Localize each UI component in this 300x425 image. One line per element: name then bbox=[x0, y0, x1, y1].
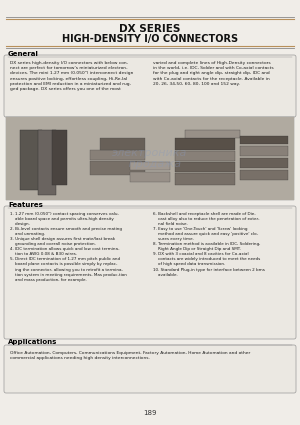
Text: DX SERIES: DX SERIES bbox=[119, 24, 181, 34]
Bar bbox=[175, 138, 235, 150]
Bar bbox=[130, 162, 170, 170]
Text: varied and complete lines of High-Density connectors
in the world, i.e. IDC, Sol: varied and complete lines of High-Densit… bbox=[153, 61, 274, 86]
Text: электроника
   продажа: электроника продажа bbox=[112, 148, 188, 169]
Bar bbox=[6, 117, 294, 200]
FancyBboxPatch shape bbox=[4, 206, 296, 339]
Bar bbox=[175, 162, 235, 172]
Text: Applications: Applications bbox=[8, 339, 57, 345]
Bar bbox=[175, 173, 235, 185]
Text: 189: 189 bbox=[143, 410, 157, 416]
Text: 1. 1.27 mm (0.050") contact spacing conserves valu-
    able board space and per: 1. 1.27 mm (0.050") contact spacing cons… bbox=[10, 212, 127, 282]
Text: 6. Backshell and receptacle shell are made of Die-
    cast alloy also to reduce: 6. Backshell and receptacle shell are ma… bbox=[153, 212, 265, 277]
Bar bbox=[20, 130, 42, 190]
Bar bbox=[240, 136, 288, 144]
Bar bbox=[240, 158, 288, 168]
Bar bbox=[90, 150, 145, 160]
Bar bbox=[240, 146, 288, 156]
Bar bbox=[38, 130, 56, 195]
Text: HIGH-DENSITY I/O CONNECTORS: HIGH-DENSITY I/O CONNECTORS bbox=[62, 34, 238, 44]
Bar bbox=[6, 117, 294, 200]
Bar bbox=[90, 161, 145, 175]
Text: Office Automation, Computers, Communications Equipment, Factory Automation, Home: Office Automation, Computers, Communicat… bbox=[10, 351, 250, 360]
Bar bbox=[130, 172, 170, 182]
FancyBboxPatch shape bbox=[4, 345, 296, 393]
FancyBboxPatch shape bbox=[4, 55, 296, 117]
Text: DX series high-density I/O connectors with below con-
nect are perfect for tomor: DX series high-density I/O connectors wi… bbox=[10, 61, 134, 91]
Text: Features: Features bbox=[8, 202, 43, 208]
Bar bbox=[100, 138, 145, 150]
Bar bbox=[240, 170, 288, 180]
Text: General: General bbox=[8, 51, 39, 57]
Bar bbox=[175, 151, 235, 161]
Bar bbox=[185, 130, 240, 138]
Bar bbox=[52, 130, 67, 185]
